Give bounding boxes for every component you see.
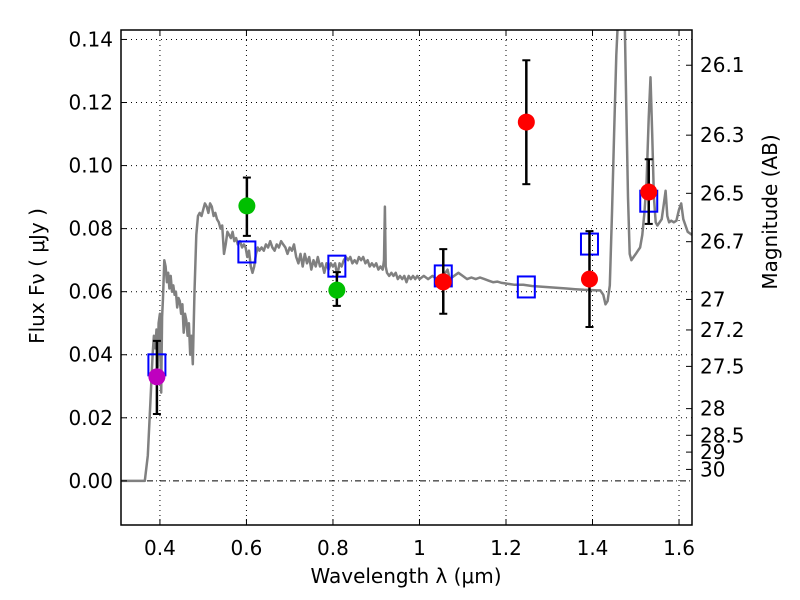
mag-tick-label: 26.1 <box>700 53 745 77</box>
x-tick-label: 1.6 <box>663 536 695 560</box>
observed-photometry-point <box>580 270 598 288</box>
model-photometry-square <box>516 275 536 299</box>
y-tick-label: 0.06 <box>68 280 113 304</box>
axis-ticks: 0.4 0.6 0.8 1 1.2 1.4 1.6 0.00 0.02 0.04 0.06 0.08 0… <box>68 27 744 560</box>
x-tick-label: 0.8 <box>317 536 349 560</box>
right-axis-label: Magnitude (AB) <box>758 134 782 289</box>
mag-tick-label: 28.5 <box>700 423 745 447</box>
model-photometry-square <box>237 240 257 264</box>
y-tick-label: 0.10 <box>68 154 113 178</box>
y-tick-label: 0.14 <box>68 27 113 51</box>
x-tick-label: 1.2 <box>490 536 522 560</box>
observed-photometry-point <box>328 281 346 299</box>
observed-photometry-point <box>238 197 256 215</box>
y-tick-label: 0.00 <box>68 469 113 493</box>
mag-tick-label: 27.5 <box>700 354 745 378</box>
x-tick-label: 1.4 <box>577 536 609 560</box>
y-tick-label: 0.08 <box>68 217 113 241</box>
observed-photometry-point <box>517 113 535 131</box>
y-tick-label: 0.04 <box>68 343 113 367</box>
mag-tick-label: 29 <box>700 440 725 464</box>
plot-area <box>121 30 692 483</box>
observed-photometry-point <box>640 183 658 201</box>
mag-tick-label: 27 <box>700 287 725 311</box>
x-axis-label: Wavelength λ (μm) <box>310 564 501 588</box>
x-tick-label: 1 <box>413 536 426 560</box>
mag-tick-label: 30 <box>700 457 725 481</box>
grid-lines <box>121 30 692 525</box>
x-tick-label: 0.4 <box>144 536 176 560</box>
mag-tick-label: 26.7 <box>700 230 745 254</box>
mag-tick-label: 26.3 <box>700 123 745 147</box>
mag-tick-label: 28 <box>700 397 725 421</box>
mag-tick-label: 26.5 <box>700 181 745 205</box>
y-tick-label: 0.02 <box>68 406 113 430</box>
x-tick-label: 0.6 <box>231 536 263 560</box>
spectrum-line <box>121 30 692 483</box>
observed-photometry-point <box>148 368 166 386</box>
y-tick-label: 0.12 <box>68 91 113 115</box>
axes-frame <box>120 29 693 526</box>
y-axis-label: Flux Fν ( μJy ) <box>25 208 49 344</box>
observed-photometry-point <box>434 273 452 291</box>
mag-tick-label: 27.2 <box>700 318 745 342</box>
